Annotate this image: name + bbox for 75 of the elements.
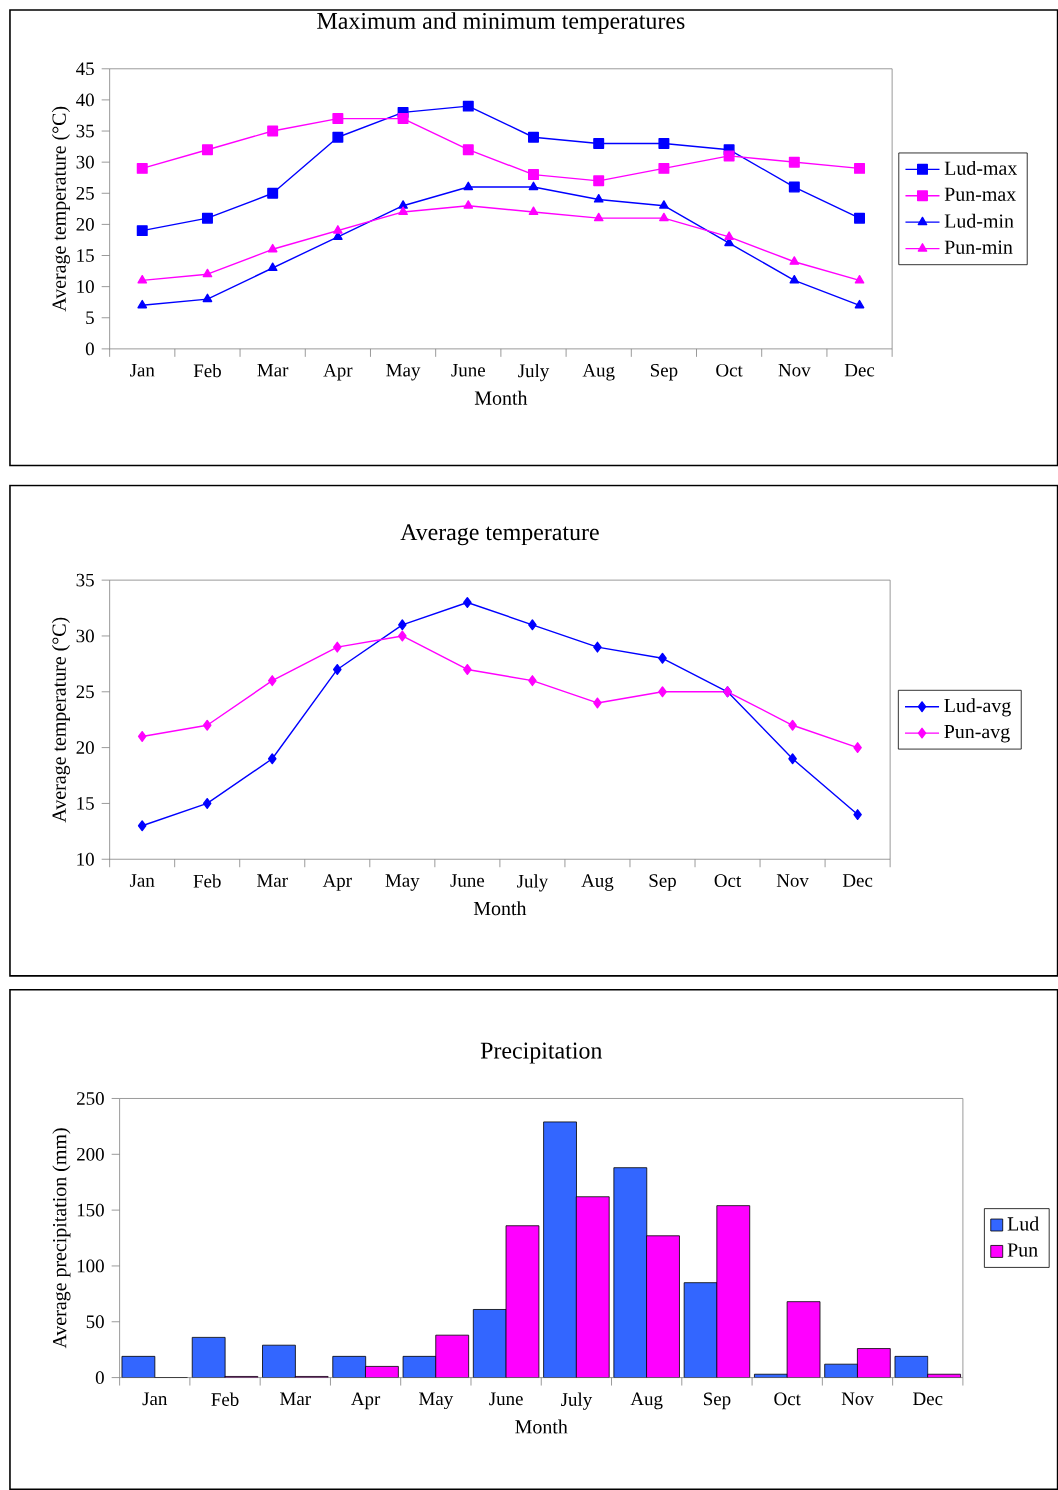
y-tick-label: 30 xyxy=(76,155,94,169)
y-tick-label: 200 xyxy=(76,1147,104,1161)
y-tick-label: 100 xyxy=(77,1259,104,1273)
x-tick-label: Jan xyxy=(129,874,155,887)
y-tick-label: 5 xyxy=(86,311,94,325)
legend-label: Lud xyxy=(1007,1216,1039,1231)
y-tick-label: 150 xyxy=(77,1203,104,1217)
x-tick-label: Aug xyxy=(582,363,615,381)
y-tick-label: 30 xyxy=(76,629,94,643)
legend-label: Pun-avg xyxy=(944,725,1010,743)
legend-label: Lud-max xyxy=(944,160,1017,175)
x-tick-label: Apr xyxy=(322,874,352,891)
legend-label: Lud-avg xyxy=(944,698,1011,717)
y-tick-label: 250 xyxy=(76,1092,104,1105)
y-axis-title: Average temperature (°C) xyxy=(51,617,70,823)
x-tick-label: Sep xyxy=(703,1392,731,1410)
chart-title: Precipitation xyxy=(480,1042,602,1064)
x-tick-label: Jan xyxy=(129,363,155,377)
x-tick-label: Nov xyxy=(776,874,809,887)
x-tick-label: Mar xyxy=(256,874,288,887)
x-tick-label: Feb xyxy=(211,1392,239,1406)
y-tick-label: 20 xyxy=(76,741,94,754)
y-tick-label: 25 xyxy=(76,685,94,699)
x-tick-label: Feb xyxy=(193,363,221,378)
x-tick-label: Mar xyxy=(279,1392,311,1406)
legend-label: Pun xyxy=(1007,1243,1038,1257)
x-tick-label: June xyxy=(450,874,484,887)
x-tick-label: Nov xyxy=(778,363,811,377)
y-tick-label: 0 xyxy=(95,1371,104,1384)
x-tick-label: Nov xyxy=(841,1392,874,1406)
x-axis-title: Month xyxy=(473,901,527,916)
y-tick-label: 20 xyxy=(76,218,94,231)
x-tick-label: Apr xyxy=(350,1392,380,1410)
x-tick-label: Dec xyxy=(912,1392,943,1406)
x-tick-label: Oct xyxy=(774,1392,801,1406)
x-tick-label: May xyxy=(385,874,420,891)
x-tick-label: Apr xyxy=(323,363,353,381)
x-tick-label: Jan xyxy=(142,1392,167,1406)
x-tick-label: Dec xyxy=(842,874,873,887)
chart-title: Average temperature xyxy=(400,524,599,546)
x-tick-label: June xyxy=(488,1392,523,1406)
y-tick-label: 15 xyxy=(77,797,94,810)
x-tick-label: Aug xyxy=(581,874,614,891)
y-tick-label: 10 xyxy=(77,852,94,866)
x-tick-label: Sep xyxy=(650,363,678,381)
x-tick-label: July xyxy=(516,874,548,892)
y-tick-label: 10 xyxy=(77,280,94,294)
legend-label: Pun-max xyxy=(944,187,1016,201)
x-tick-label: July xyxy=(560,1392,592,1410)
y-tick-label: 35 xyxy=(76,124,94,138)
x-tick-label: Sep xyxy=(649,874,676,891)
y-tick-label: 15 xyxy=(77,249,94,262)
y-axis-title: Average precipitation (mm) xyxy=(52,1128,71,1349)
x-tick-label: May xyxy=(386,363,421,381)
legend-label: Pun-min xyxy=(944,240,1013,254)
x-tick-label: Mar xyxy=(257,363,289,377)
x-tick-label: June xyxy=(451,363,485,377)
y-tick-label: 45 xyxy=(75,62,94,76)
x-tick-label: Aug xyxy=(630,1392,663,1410)
x-axis-title: Month xyxy=(474,390,528,405)
y-tick-label: 35 xyxy=(76,573,94,587)
x-tick-label: Oct xyxy=(716,363,743,377)
y-axis-title: Average temperature (°C) xyxy=(51,106,70,312)
y-tick-label: 25 xyxy=(76,186,94,200)
chart-title: Maximum and minimum temperatures xyxy=(317,12,685,34)
x-tick-label: May xyxy=(418,1392,453,1410)
x-tick-label: Feb xyxy=(193,874,221,888)
x-axis-title: Month xyxy=(515,1419,568,1434)
y-tick-label: 0 xyxy=(85,342,94,356)
y-tick-label: 40 xyxy=(75,93,94,107)
legend-label: Lud-min xyxy=(944,213,1014,228)
y-tick-label: 50 xyxy=(86,1315,104,1329)
x-tick-label: Dec xyxy=(844,363,874,377)
x-tick-label: Oct xyxy=(714,874,741,887)
x-tick-label: July xyxy=(517,363,550,382)
